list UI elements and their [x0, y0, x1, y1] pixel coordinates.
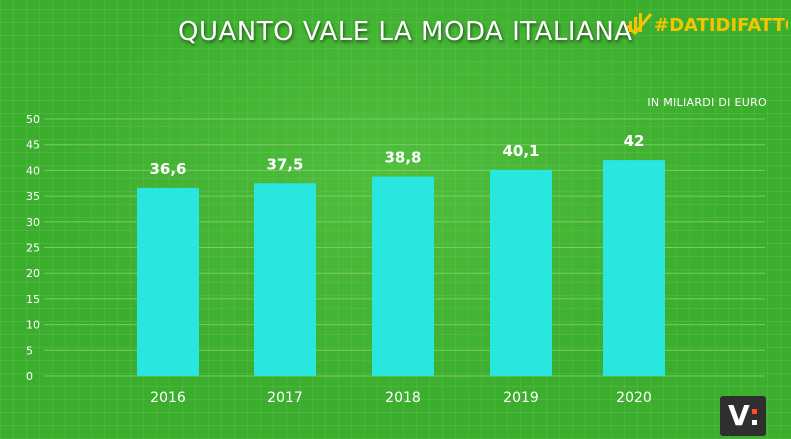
data-label: 40,1: [502, 142, 539, 160]
checkmark-icon: [626, 13, 653, 36]
y-tick-label: 20: [26, 267, 40, 280]
brand-hashtag: #DATIDIFATTO: [654, 15, 788, 36]
y-tick-label: 35: [26, 190, 40, 203]
chart-title: QUANTO VALE LA MODA ITALIANA: [178, 17, 633, 47]
x-tick-label: 2018: [385, 390, 421, 406]
bar: [254, 183, 316, 376]
logo-dot-top: [752, 409, 757, 414]
x-tick-label: 2017: [267, 390, 303, 406]
y-tick-label: 5: [26, 344, 33, 357]
logo-dot-bottom: [752, 420, 757, 425]
x-tick-label: 2016: [150, 390, 186, 406]
bar: [137, 187, 199, 376]
unit-label: IN MILIARDI DI EURO: [647, 96, 767, 109]
bar: [372, 176, 434, 376]
bar: [490, 169, 552, 376]
y-tick-label: 10: [26, 319, 40, 332]
brand-badge: #DATIDIFATTO: [626, 13, 788, 36]
x-tick-label: 2019: [503, 390, 539, 406]
x-tick-label: 2020: [616, 390, 652, 406]
y-tick-label: 30: [26, 216, 40, 229]
data-label: 37,5: [266, 155, 303, 173]
logo-letter: V: [728, 399, 750, 432]
y-tick-label: 25: [26, 242, 40, 255]
bar: [603, 160, 665, 376]
y-tick-label: 50: [26, 113, 40, 126]
y-tick-label: 15: [26, 293, 40, 306]
data-label: 36,6: [149, 160, 186, 178]
y-tick-label: 45: [26, 139, 40, 152]
y-tick-label: 0: [26, 370, 33, 383]
y-tick-label: 40: [26, 164, 40, 177]
data-label: 38,8: [384, 149, 421, 167]
brand-logo: V: [720, 396, 766, 436]
data-label: 42: [624, 132, 645, 150]
